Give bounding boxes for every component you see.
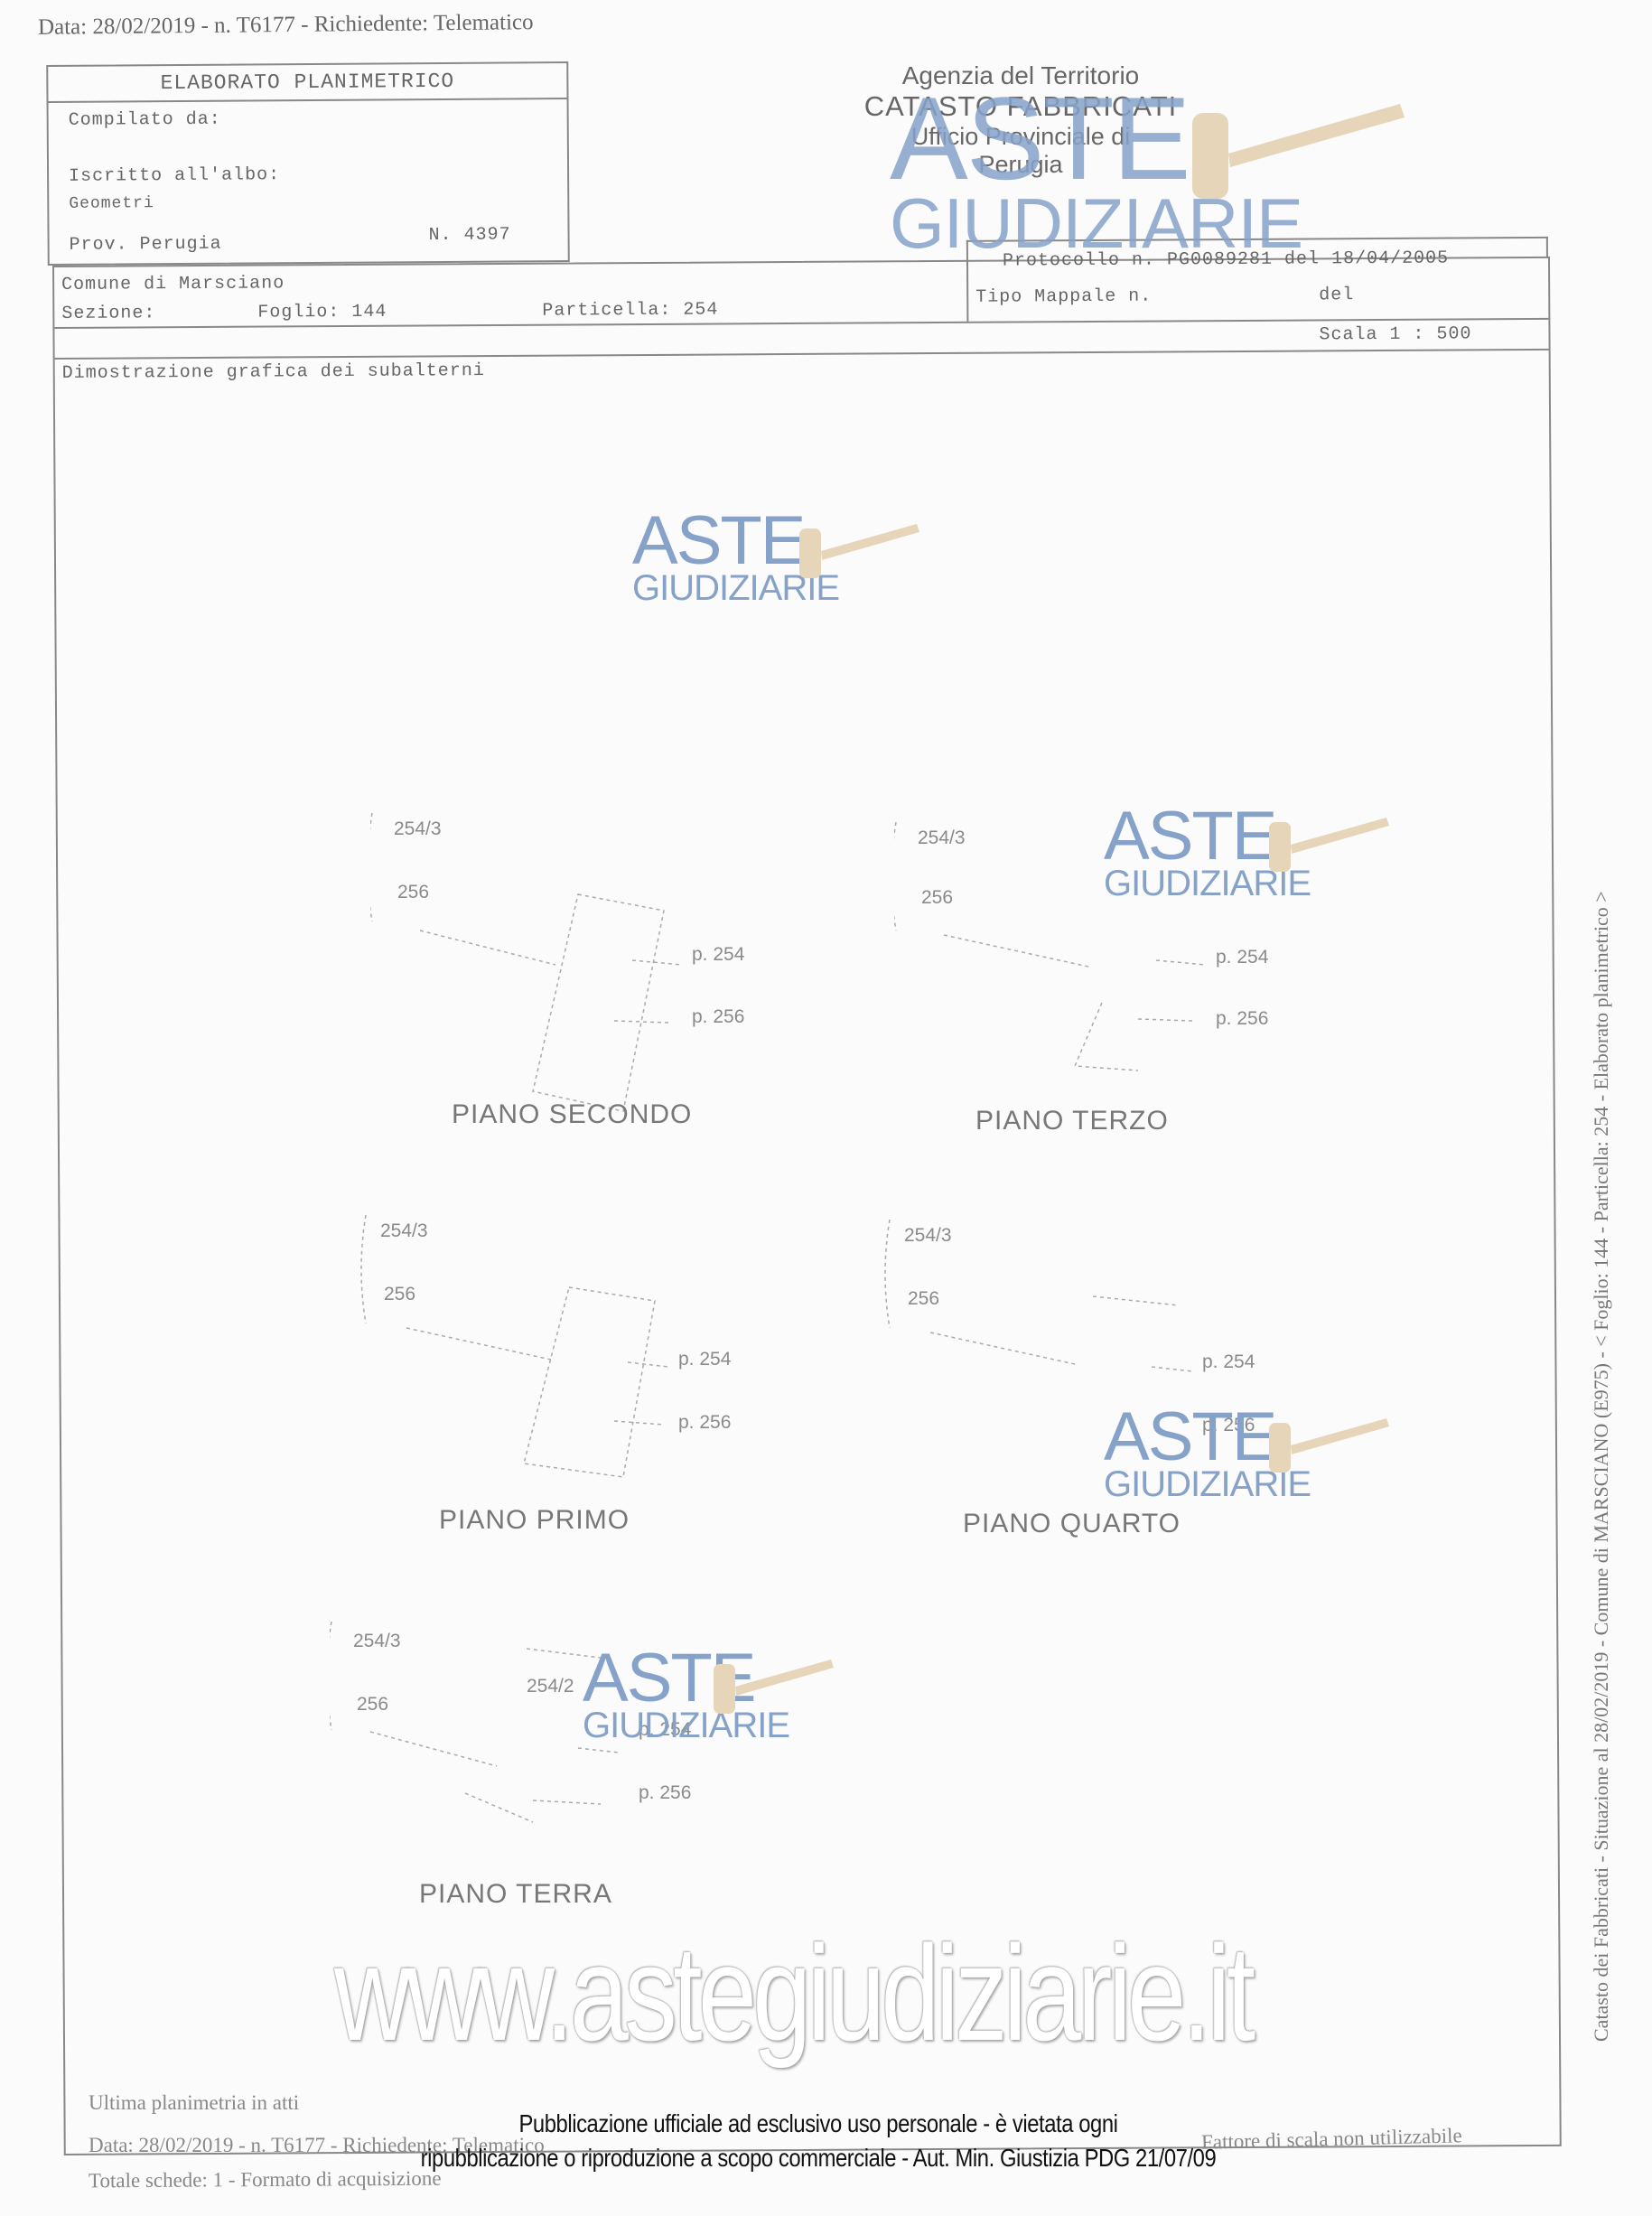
watermark-text: GIUDIZIARIE [890, 183, 1303, 263]
particella-label: p. 256 [678, 1412, 732, 1433]
floor-title: PIANO PRIMO [439, 1505, 630, 1535]
comune: Comune di Marsciano [61, 273, 285, 295]
floor-title: PIANO SECONDO [452, 1099, 693, 1129]
dimostrazione-title: Dimostrazione grafica dei subalterni [61, 360, 485, 384]
particella-label: p. 256 [1202, 1415, 1255, 1435]
sezione: Sezione: [61, 303, 156, 324]
particella: Particella: 254 [542, 299, 719, 322]
agency-name: Agenzia del Territorio [901, 61, 1140, 89]
footer-data: Data: 28/02/2019 - n. T6177 - Richiedent… [89, 2134, 545, 2156]
floor-title: PIANO QUARTO [963, 1509, 1181, 1538]
floor-quarto: 254/3 256 p. 254 p. 256 [881, 1220, 1332, 1545]
scala: Scala 1 : 500 [1319, 323, 1472, 346]
catasto-fabbricati: CATASTO FABBRICATI [863, 90, 1178, 122]
side-caption: Catasto dei Fabbricati - Situazione al 2… [1590, 891, 1612, 2042]
watermark-text: GIUDIZIARIE [583, 1706, 790, 1746]
watermark-text: ASTE [1104, 1398, 1278, 1475]
floor-title: PIANO TERZO [975, 1106, 1169, 1136]
gavel-icon [799, 524, 919, 578]
particella-label: p. 254 [1202, 1351, 1255, 1372]
watermark-logo: ASTE GIUDIZIARIE [1104, 1398, 1311, 1505]
particella-label: p. 256 [1216, 1008, 1269, 1029]
compilato-label: Compilato da: [68, 108, 221, 131]
footer-ultima: Ultima planimetria in atti [89, 2091, 300, 2114]
title-box: ELABORATO PLANIMETRICO Compilato da: Isc… [46, 61, 570, 266]
sub-label: 256 [384, 1284, 416, 1304]
sub-label: 254/2 [527, 1676, 574, 1697]
floor-primo: 254/3 256 p. 254 p. 256 [357, 1215, 808, 1540]
albo-value: Geometri [69, 194, 154, 213]
watermark-text: ASTE [1104, 798, 1278, 874]
floor-secondo: 254/3 256 p. 254 p. 256 [370, 813, 822, 1138]
ufficio-city: Perugia [978, 151, 1063, 178]
floor-plan-drawing [884, 1220, 1193, 1372]
legal-notice-line1: Pubblicazione ufficiale ad esclusivo uso… [518, 2109, 1118, 2137]
sub-label: 256 [908, 1288, 940, 1309]
watermark-text: ASTE [890, 72, 1191, 204]
floor-plan-drawing [370, 813, 683, 1112]
gavel-icon [1269, 1418, 1389, 1473]
floor-title: PIANO TERRA [419, 1879, 612, 1909]
watermark-logo: ASTE GIUDIZIARIE [583, 1643, 790, 1746]
floor-plan-drawing [330, 1622, 620, 1823]
tipo-mappale-del: del [1319, 285, 1355, 306]
watermark-logo: ASTE GIUDIZIARIE [632, 502, 840, 606]
particella-label: p. 254 [1216, 947, 1269, 968]
iscritto-label: Iscritto all'albo: [69, 164, 281, 187]
gavel-icon [1269, 818, 1389, 872]
gavel-icon [714, 1660, 834, 1714]
floor-plan-drawing [894, 822, 1207, 1071]
request-header: Data: 28/02/2019 - n. T6177 - Richiedent… [37, 10, 534, 40]
sub-label: 254/3 [904, 1225, 952, 1246]
document-title: ELABORATO PLANIMETRICO [160, 69, 455, 96]
sub-label: 254/3 [918, 827, 966, 848]
watermark-url: www.astegiudiziarie.it [334, 1917, 1255, 2069]
watermark-logo: ASTE GIUDIZIARIE [1104, 798, 1311, 904]
particella-label: p. 254 [639, 1719, 692, 1740]
sub-label: 256 [921, 887, 954, 908]
particella-label: p. 254 [678, 1349, 732, 1370]
sub-label: 254/3 [353, 1631, 401, 1651]
particella-label: p. 254 [692, 944, 745, 965]
floor-terzo: 254/3 256 p. 254 p. 256 [894, 822, 1346, 1147]
watermark-text: ASTE [632, 502, 807, 579]
tipo-mappale: Tipo Mappale n. [975, 285, 1153, 308]
foglio: Foglio: 144 [257, 301, 387, 323]
watermark-logo: ASTE GIUDIZIARIE [890, 72, 1303, 263]
particella-label: p. 256 [692, 1006, 745, 1027]
legal-notice-line2: ripubblicazione o riproduzione a scopo c… [420, 2144, 1217, 2172]
gavel-icon [1192, 104, 1405, 199]
sub-label: 256 [397, 882, 430, 902]
particella-label: p. 256 [639, 1782, 692, 1803]
sub-label: 254/3 [394, 818, 442, 839]
floor-terra: 254/3 256 254/2 p. 254 p. 256 [330, 1622, 781, 1893]
watermark-text: GIUDIZIARIE [1104, 1464, 1311, 1505]
provincia: Prov. Perugia [69, 233, 222, 256]
sub-label: 254/3 [380, 1220, 428, 1241]
ufficio: Ufficio Provinciale di [910, 123, 1131, 150]
sub-label: 256 [357, 1694, 389, 1715]
albo-number: N. 4397 [428, 224, 511, 247]
agency-block: Agenzia del Territorio CATASTO FABBRICAT… [813, 61, 1228, 179]
floor-plan-drawing [360, 1215, 669, 1478]
watermark-text: GIUDIZIARIE [1104, 864, 1311, 904]
